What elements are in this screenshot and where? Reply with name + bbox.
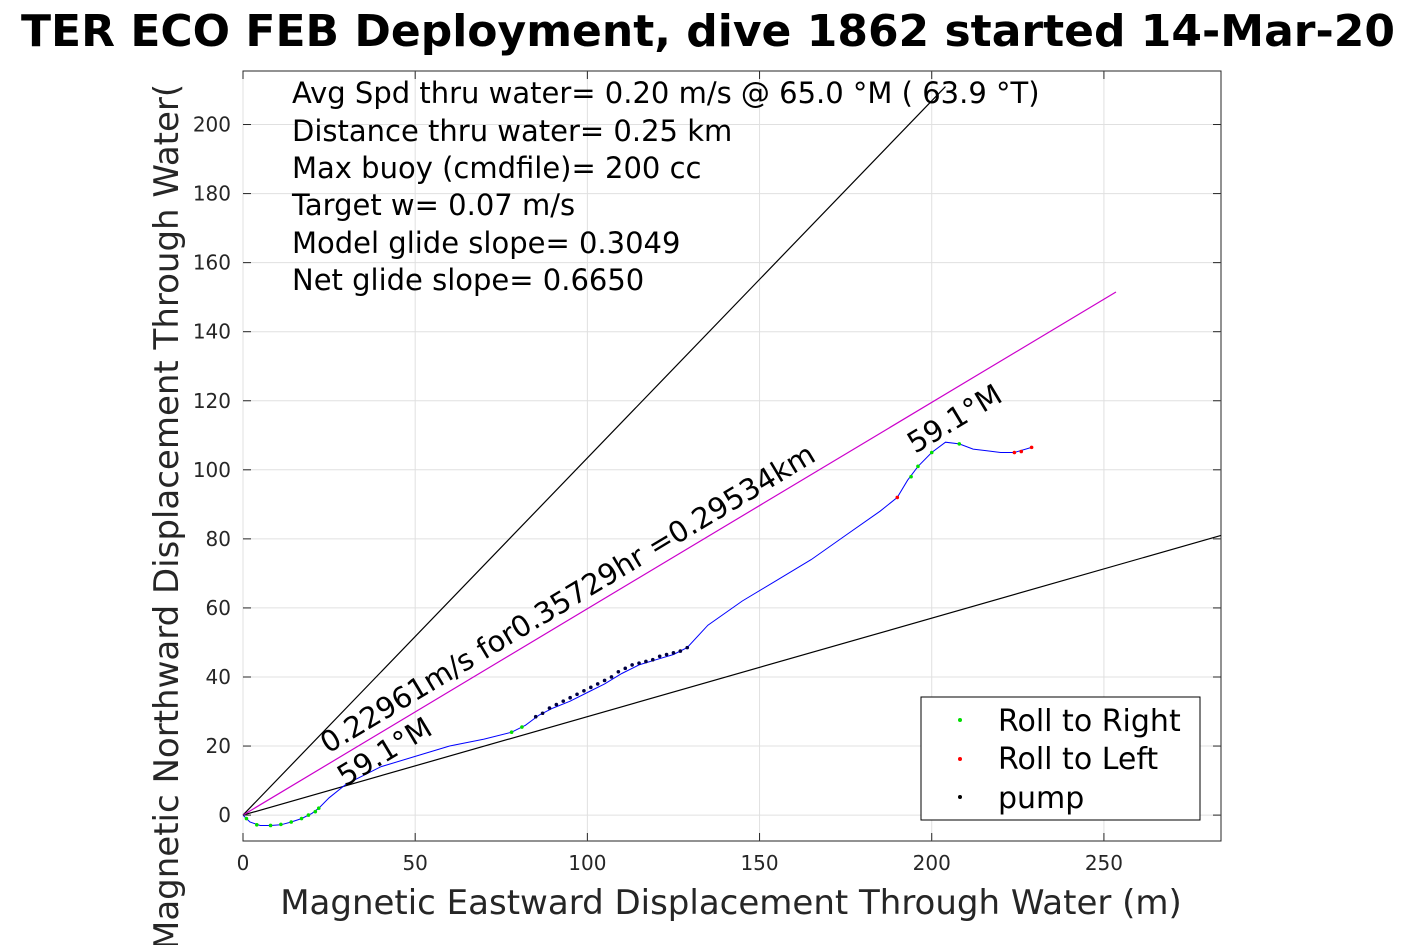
- pump-point: [568, 695, 572, 700]
- chart-title: TER ECO FEB Deployment, dive 1862 starte…: [21, 6, 1395, 57]
- legend-label-pump: pump: [998, 781, 1084, 816]
- legend-label-roll-left: Roll to Left: [998, 742, 1158, 777]
- legend-label-roll-right: Roll to Right: [998, 704, 1181, 739]
- roll-to-right-point: [289, 820, 294, 824]
- roll-to-right-point: [916, 464, 920, 469]
- roll-to-left-point: [1012, 450, 1017, 455]
- pump-point: [609, 675, 614, 679]
- pump-point: [547, 706, 552, 710]
- roll-to-right-point: [929, 450, 934, 455]
- roll-to-right-point: [254, 822, 259, 827]
- pump-point: [685, 645, 690, 650]
- y-tick-label: 160: [193, 251, 231, 275]
- y-tick-label: 0: [218, 803, 231, 827]
- pump-point: [533, 714, 538, 719]
- x-tick-label: 250: [1085, 851, 1123, 875]
- y-tick-label: 120: [193, 389, 231, 413]
- pump-point: [678, 649, 683, 653]
- roll-to-right-point: [279, 822, 283, 827]
- x-tick-label: 100: [568, 851, 606, 875]
- track-path: [242, 441, 1032, 826]
- y-tick-label: 180: [193, 182, 231, 206]
- roll-to-right-point: [299, 816, 304, 821]
- roll-to-right-point: [306, 813, 311, 817]
- pump-point: [650, 657, 655, 662]
- x-tick-label: 0: [237, 851, 250, 875]
- roll-to-right-point: [957, 442, 962, 446]
- net-heading-line: [242, 291, 1117, 816]
- pump-point: [582, 688, 586, 693]
- y-axis-label: Magnetic Northward Displacement Through …: [147, 84, 187, 945]
- x-tick-label: 200: [913, 851, 951, 875]
- pump-point: [554, 702, 559, 707]
- x-tick-label: 50: [402, 851, 427, 875]
- legend: Roll to Right Roll to Left pump: [920, 696, 1201, 821]
- legend-box: [920, 696, 1201, 821]
- info-model-glide-slope: Model glide slope= 0.3049: [292, 226, 680, 260]
- pump-point: [561, 699, 566, 703]
- x-axis-label: Magnetic Eastward Displacement Through W…: [280, 883, 1182, 923]
- y-tick-label: 100: [193, 458, 231, 482]
- y-tick-label: 80: [206, 527, 231, 551]
- glide-cone-upper-line: [242, 86, 946, 816]
- axis-ticks: 0 50 100 150 200 250 0 20 40 60 80 100 120 140 160 180 2…: [193, 71, 1221, 875]
- legend-marker-pump: [958, 795, 962, 799]
- pump-point: [595, 682, 600, 686]
- glider-track: [242, 441, 1032, 826]
- pump-point: [644, 659, 648, 664]
- reference-lines: [242, 86, 1222, 816]
- pump-point: [623, 666, 628, 671]
- pump-point: [671, 651, 676, 655]
- pump-point: [616, 670, 621, 674]
- pump-point: [657, 654, 662, 659]
- roll-to-right-point: [313, 809, 318, 814]
- info-distance: Distance thru water= 0.25 km: [292, 114, 732, 148]
- y-tick-label: 140: [193, 320, 231, 344]
- info-max-buoy: Max buoy (cmdfile)= 200 cc: [292, 151, 701, 185]
- pump-point: [602, 678, 607, 683]
- legend-marker-roll-right: [958, 718, 962, 722]
- pump-point: [630, 663, 634, 667]
- y-tick-label: 60: [206, 596, 231, 620]
- roll-to-right-point: [268, 823, 273, 828]
- roll-to-right-point: [509, 730, 514, 735]
- pump-point: [540, 711, 545, 716]
- pump-point: [664, 652, 669, 657]
- y-tick-label: 40: [206, 665, 231, 689]
- roll-to-right-point: [909, 474, 913, 479]
- track-markers: [244, 442, 1034, 828]
- roll-to-left-point: [1029, 445, 1034, 450]
- roll-to-left-point: [895, 495, 900, 500]
- roll-to-right-point: [316, 806, 321, 810]
- pump-point: [637, 661, 641, 665]
- roll-to-left-point: [1019, 449, 1024, 454]
- info-block: Avg Spd thru water= 0.20 m/s @ 65.0 °M (…: [291, 76, 1040, 297]
- y-tick-label: 200: [193, 113, 231, 137]
- y-tick-label: 20: [206, 734, 231, 758]
- roll-to-right-point: [520, 725, 524, 729]
- legend-marker-roll-left: [958, 757, 962, 761]
- glide-cone-lower-line: [242, 534, 1222, 816]
- info-target-w: Target w= 0.07 m/s: [291, 188, 575, 222]
- info-avg-speed: Avg Spd thru water= 0.20 m/s @ 65.0 °M (…: [292, 76, 1040, 110]
- roll-to-right-point: [244, 816, 249, 821]
- x-tick-label: 150: [740, 851, 778, 875]
- pump-point: [589, 685, 593, 690]
- info-net-glide-slope: Net glide slope= 0.6650: [292, 263, 644, 297]
- pump-point: [575, 692, 579, 697]
